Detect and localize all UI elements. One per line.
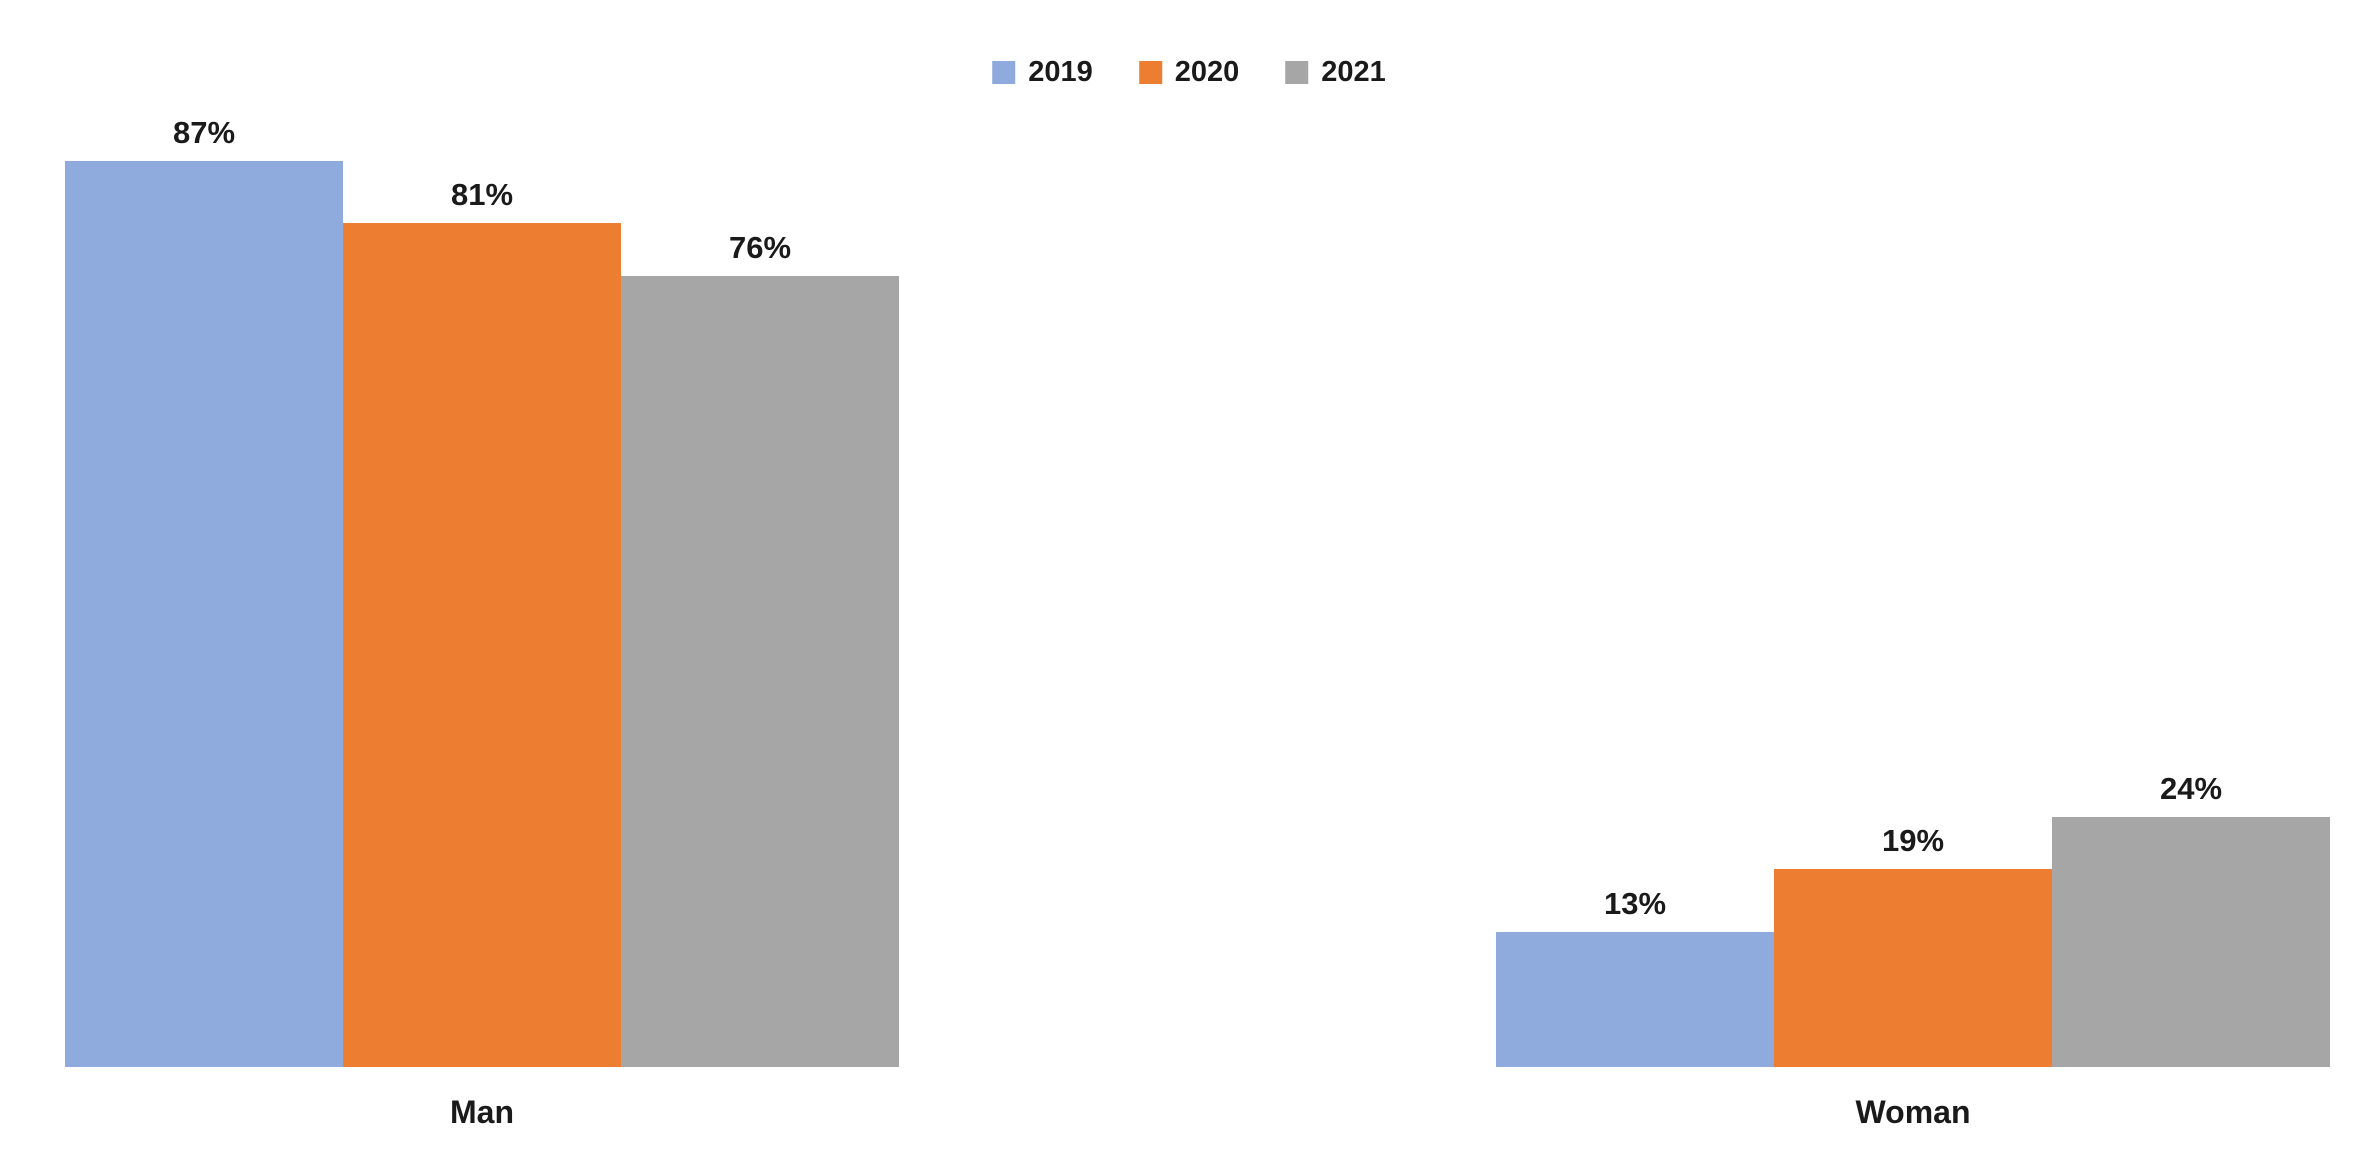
data-label-man-2019: 87%	[172, 115, 236, 150]
legend-label: 2021	[1321, 56, 1386, 88]
legend-swatch-icon	[1285, 61, 1309, 84]
legend-label: 2020	[1174, 56, 1240, 88]
chart-legend: 2019 2020 2021	[992, 58, 1386, 87]
legend-item-2021: 2021	[1285, 58, 1386, 87]
category-label-man: Man	[450, 1094, 514, 1130]
data-label-woman-2021: 24%	[2159, 771, 2223, 806]
data-label-woman-2020: 19%	[1881, 823, 1945, 858]
legend-label: 2019	[1028, 56, 1093, 88]
data-label-man-2021: 76%	[728, 230, 792, 265]
legend-item-2019: 2019	[992, 58, 1093, 87]
legend-swatch-icon	[1138, 61, 1162, 84]
bar-woman-2019: 13%	[1496, 888, 1774, 1067]
data-label-man-2020: 81%	[450, 177, 514, 212]
legend-swatch-icon	[992, 61, 1016, 84]
bar-man-2020: 81%	[343, 179, 621, 1067]
bar-man-2019: 87%	[65, 117, 343, 1067]
category-label-woman: Woman	[1855, 1094, 1971, 1130]
bar-woman-2020: 19%	[1774, 825, 2052, 1067]
data-label-woman-2019: 13%	[1603, 886, 1667, 921]
legend-item-2020: 2020	[1138, 56, 1240, 88]
bar-woman-2021: 24%	[2052, 773, 2330, 1067]
bar-man-2021: 76%	[621, 232, 899, 1067]
